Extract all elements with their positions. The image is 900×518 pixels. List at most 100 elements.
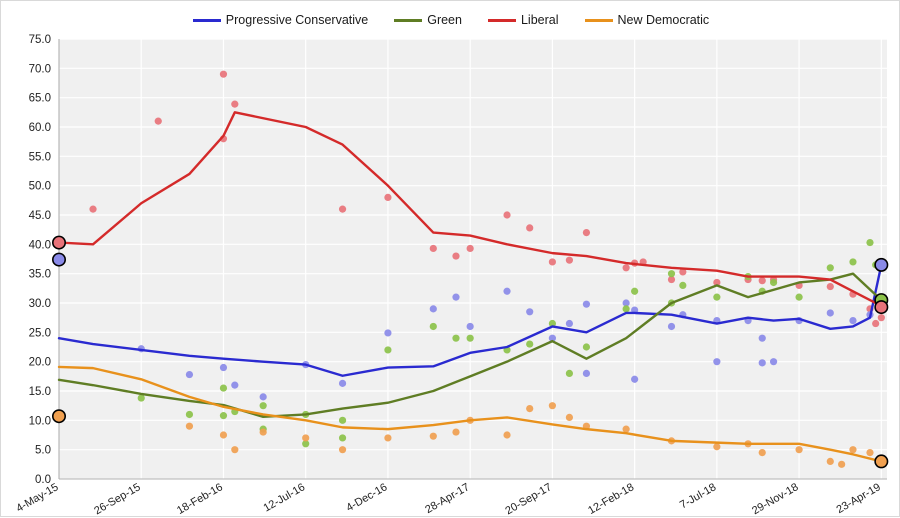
scatter-point-green [826, 264, 834, 272]
y-tick-label: 0.0 [35, 474, 51, 486]
scatter-point-green [137, 394, 145, 402]
chart-legend: Progressive Conservative Green Liberal N… [1, 9, 900, 31]
scatter-point-ndp [866, 449, 874, 457]
scatter-point-green [795, 293, 803, 301]
y-tick-label: 10.0 [29, 415, 51, 427]
x-tick-label: 7-Jul-18 [678, 481, 718, 511]
scatter-point-liberal [713, 278, 721, 287]
scatter-point-liberal [758, 277, 766, 285]
scatter-point-ndp [826, 457, 834, 465]
x-tick-label: 18-Feb-16 [175, 481, 225, 517]
scatter-point-liberal [231, 100, 239, 108]
scatter-point-green [679, 281, 687, 289]
y-axis-tick-labels: 0.0 5.0 10.0 15.0 20.0 25.0 30.0 35.0 40.0 45.0 50… [29, 34, 51, 486]
series-lines-layer [57, 111, 883, 463]
scatter-point-pc [338, 379, 347, 387]
highlighted-endpoint-markers [51, 235, 889, 469]
scatter-point-liberal [503, 211, 511, 219]
endpoint-marker-ndp-right[interactable] [874, 454, 889, 469]
scatter-point-ndp [231, 446, 239, 454]
y-tick-label: 25.0 [29, 327, 51, 339]
scatter-point-pc [185, 370, 194, 379]
scatter-point-pc [622, 299, 630, 307]
scatter-point-green [622, 305, 630, 313]
legend-swatch-liberal [487, 18, 516, 22]
scatter-point-pc [548, 334, 556, 342]
scatter-point-ndp [548, 402, 556, 410]
scatter-point-green [338, 416, 347, 424]
scatter-point-liberal [622, 264, 630, 272]
legend-swatch-green [394, 18, 423, 22]
scatter-point-green [526, 340, 534, 348]
series-line-pc [57, 263, 883, 377]
y-tick-label: 65.0 [29, 93, 51, 105]
scatter-point-pc [466, 322, 474, 331]
endpoint-marker-pc-left[interactable] [51, 252, 66, 267]
y-tick-label: 35.0 [29, 269, 51, 281]
x-tick-label: 12-Jul-16 [261, 481, 307, 514]
scatter-point-liberal [582, 229, 591, 237]
y-tick-label: 75.0 [29, 34, 51, 46]
scatter-point-liberal [429, 244, 437, 253]
scatter-point-pc [758, 359, 766, 367]
scatter-point-ndp [849, 446, 857, 454]
endpoint-marker-liberal-left[interactable] [51, 235, 66, 250]
scatter-point-green [849, 258, 857, 266]
y-tick-label: 70.0 [29, 63, 51, 75]
legend-item-new-democratic[interactable]: New Democratic [584, 13, 709, 27]
legend-item-progressive-conservative[interactable]: Progressive Conservative [192, 13, 368, 27]
scatter-point-pc [219, 363, 228, 372]
y-tick-label: 20.0 [29, 357, 51, 369]
legend-swatch-progressive-conservative [192, 18, 221, 22]
scatter-point-green [219, 412, 228, 420]
scatter-point-green [631, 287, 639, 295]
scatter-point-pc [503, 287, 511, 295]
x-axis-tick-labels: 4-May-15 26-Sep-15 18-Feb-16 12-Jul-16 4-Dec… [14, 481, 883, 517]
scatter-point-pc [384, 329, 392, 337]
scatter-point-liberal [667, 275, 676, 284]
endpoint-marker-liberal-right[interactable] [874, 300, 889, 315]
x-tick-label: 12-Feb-18 [586, 481, 636, 517]
x-tick-label: 26-Sep-15 [92, 481, 142, 517]
scatter-point-ndp [302, 434, 310, 442]
horizontal-gridlines [59, 38, 887, 480]
x-tick-label: 4-Dec-16 [344, 481, 389, 514]
scatter-point-liberal [826, 282, 834, 291]
legend-item-liberal[interactable]: Liberal [487, 13, 559, 27]
scatter-point-pc [769, 358, 778, 366]
legend-item-green[interactable]: Green [394, 13, 462, 27]
scatter-point-pc [849, 317, 857, 325]
scatter-point-ndp [219, 431, 228, 439]
scatter-point-ndp [384, 434, 392, 442]
scatter-point-pc [526, 308, 534, 316]
endpoint-marker-pc-right[interactable] [874, 257, 889, 272]
scatter-point-green [384, 346, 392, 354]
scatter-point-green [667, 270, 676, 278]
scatter-point-liberal [872, 319, 880, 328]
scatter-point-green [769, 278, 778, 287]
endpoint-marker-ndp-left[interactable] [51, 409, 66, 424]
scatter-point-ndp [259, 428, 267, 436]
scatter-point-ndp [185, 422, 194, 430]
y-tick-label: 30.0 [29, 298, 51, 310]
scatter-point-ndp [429, 432, 437, 440]
scatter-point-liberal [384, 193, 392, 201]
scatter-point-liberal [877, 314, 885, 322]
scatter-point-green [866, 238, 874, 247]
y-tick-label: 5.0 [35, 445, 51, 457]
x-tick-label: 20-Sep-17 [503, 481, 553, 517]
scatter-point-pc [713, 358, 721, 366]
scatter-point-pc [565, 319, 574, 328]
scatter-point-ndp [713, 443, 721, 451]
x-tick-label: 4-May-15 [14, 481, 60, 515]
legend-label-liberal: Liberal [520, 13, 559, 27]
scatter-point-liberal [548, 258, 556, 266]
scatter-point-ndp [526, 405, 534, 413]
scatter-point-green [452, 334, 460, 342]
scatter-point-green [548, 319, 556, 328]
y-tick-label: 45.0 [29, 210, 51, 222]
scatter-point-green [185, 410, 194, 419]
x-tick-label: 28-Apr-17 [423, 481, 471, 516]
scatter-point-green [565, 369, 574, 377]
